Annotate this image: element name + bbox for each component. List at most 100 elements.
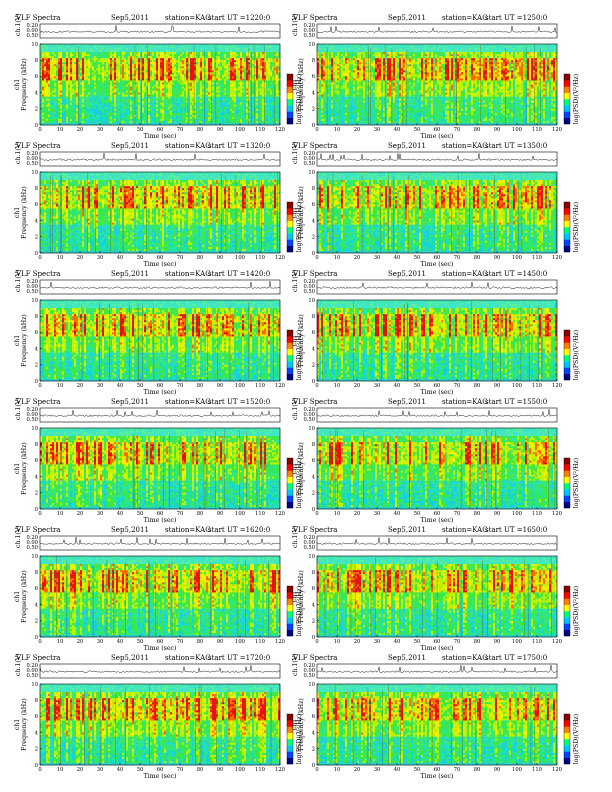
x-tick-label: 10 xyxy=(57,255,64,261)
frequency-ylabel: Frequency (kHz) xyxy=(298,186,305,239)
x-tick-label: 110 xyxy=(255,767,265,773)
waveform-tick-label: 0.50 xyxy=(26,673,38,679)
x-tick-label: 50 xyxy=(414,767,421,773)
y-tick-label: 8 xyxy=(35,570,38,576)
colorbar-segment xyxy=(287,233,293,239)
colorbar-segment xyxy=(564,496,570,502)
y-tick-label: 10 xyxy=(308,170,315,176)
x-tick-label: 0 xyxy=(315,383,318,389)
x-tick-label: 70 xyxy=(454,255,461,261)
panel-station: station=KAG xyxy=(165,14,211,22)
frequency-ylabel: Frequency (kHz) xyxy=(21,186,28,239)
waveform-frame xyxy=(317,664,557,678)
x-tick-label: 70 xyxy=(177,767,184,773)
x-tick-label: 0 xyxy=(315,127,318,133)
waveform-frame xyxy=(40,24,280,38)
spectrogram-cells xyxy=(40,44,280,125)
panel-start-ut: start UT =1650:0 xyxy=(485,526,547,534)
colorbar-segment xyxy=(287,489,293,495)
y-tick-label: 6 xyxy=(312,202,315,208)
x-tick-label: 120 xyxy=(275,255,285,261)
panel-station: station=KAG xyxy=(442,654,488,662)
panel-station: station=KAG xyxy=(442,270,488,278)
colorbar-segment xyxy=(287,374,293,380)
colorbar-segment xyxy=(564,112,570,118)
colorbar-segment xyxy=(287,355,293,361)
waveform-ylabel: ch.1(V) xyxy=(15,13,22,36)
colorbar-segment xyxy=(564,592,570,598)
x-tick-label: 110 xyxy=(255,383,265,389)
channel-ylabel: ch1 xyxy=(291,207,298,218)
x-tick-label: 120 xyxy=(275,383,285,389)
waveform-ylabel: ch.1(V) xyxy=(292,13,299,36)
y-tick-label: 4 xyxy=(35,90,39,96)
y-tick-label: 2 xyxy=(35,747,38,753)
x-tick-label: 80 xyxy=(197,127,204,133)
panel-station: station=KAG xyxy=(165,654,211,662)
channel-ylabel: ch1 xyxy=(14,335,21,346)
panel-station: station=KAG xyxy=(442,14,488,22)
channel-ylabel: ch1 xyxy=(291,463,298,474)
x-tick-label: 110 xyxy=(255,639,265,645)
y-tick-label: 8 xyxy=(35,58,38,64)
colorbar-segment xyxy=(287,246,293,252)
colorbar-segment xyxy=(287,624,293,630)
y-tick-label: 2 xyxy=(312,491,315,497)
colorbar-segment xyxy=(564,464,570,470)
colorbar-segment xyxy=(564,215,570,221)
colorbar-label: log(PSD)(V²/Hz) xyxy=(573,74,580,124)
frequency-ylabel: Frequency (kHz) xyxy=(21,314,28,367)
frequency-ylabel: Frequency (kHz) xyxy=(298,314,305,367)
x-tick-label: 70 xyxy=(454,383,461,389)
y-tick-label: 4 xyxy=(312,346,316,352)
colorbar-segment xyxy=(287,617,293,623)
colorbar-segment xyxy=(287,368,293,374)
x-tick-label: 120 xyxy=(552,255,562,261)
spectrogram-cells xyxy=(317,428,557,509)
y-tick-label: 10 xyxy=(308,298,315,304)
x-tick-label: 30 xyxy=(374,383,381,389)
colorbar-segment xyxy=(287,118,293,124)
colorbar-segment xyxy=(564,202,570,208)
colorbar-label: log(PSD)(V²/Hz) xyxy=(573,330,580,380)
x-tick-label: 50 xyxy=(414,511,421,517)
x-tick-label: 20 xyxy=(77,639,84,645)
channel-ylabel: ch1 xyxy=(291,719,298,730)
x-tick-label: 110 xyxy=(532,383,542,389)
y-tick-label: 2 xyxy=(312,619,315,625)
x-tick-label: 70 xyxy=(454,511,461,517)
x-tick-label: 120 xyxy=(552,127,562,133)
y-tick-label: 10 xyxy=(31,426,38,432)
x-tick-label: 10 xyxy=(334,255,341,261)
colorbar-segment xyxy=(287,477,293,483)
channel-ylabel: ch1 xyxy=(14,463,21,474)
x-tick-label: 100 xyxy=(235,127,245,133)
panel-date: Sep5,2011 xyxy=(111,526,149,534)
colorbar-segment xyxy=(287,93,293,99)
colorbar-segment xyxy=(564,502,570,508)
x-tick-label: 20 xyxy=(354,639,361,645)
spectrogram-cells xyxy=(40,684,280,765)
x-tick-label: 120 xyxy=(552,383,562,389)
x-tick-label: 10 xyxy=(57,383,64,389)
panel-start-ut: start UT =1350:0 xyxy=(485,142,547,150)
colorbar-segment xyxy=(287,221,293,227)
colorbar-segment xyxy=(564,99,570,105)
x-tick-label: 90 xyxy=(494,639,501,645)
y-tick-label: 10 xyxy=(308,42,315,48)
x-tick-label: 100 xyxy=(235,255,245,261)
y-tick-label: 8 xyxy=(312,570,315,576)
y-tick-label: 10 xyxy=(308,426,315,432)
x-tick-label: 30 xyxy=(374,639,381,645)
y-tick-label: 4 xyxy=(312,218,316,224)
spectrogram-cells xyxy=(317,300,557,381)
spectrogram-cells xyxy=(40,556,280,637)
x-tick-label: 50 xyxy=(414,255,421,261)
panel-start-ut: start UT =1550:0 xyxy=(485,398,547,406)
y-tick-label: 4 xyxy=(35,218,39,224)
x-tick-label: 50 xyxy=(137,383,144,389)
y-tick-label: 2 xyxy=(312,363,315,369)
